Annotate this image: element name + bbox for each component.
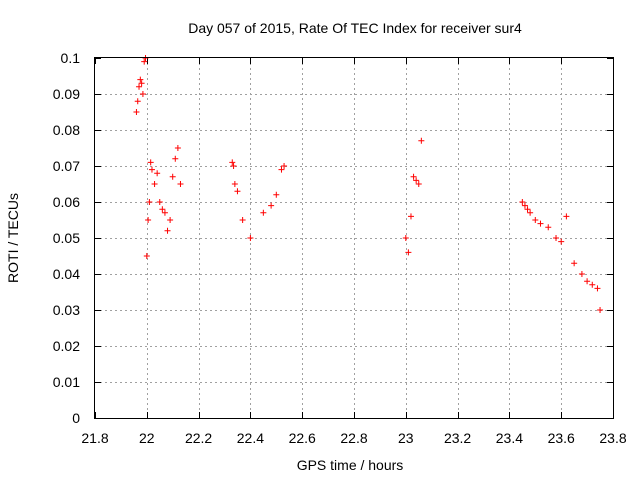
x-tick-label: 23.4: [496, 430, 523, 446]
data-point: [148, 166, 155, 173]
data-point: [154, 170, 161, 177]
data-point: [281, 163, 288, 169]
y-tick-label: 0.07: [53, 158, 80, 174]
data-point: [410, 173, 417, 180]
plot-frame: [94, 57, 614, 419]
data-point: [273, 191, 280, 198]
data-point: [164, 227, 171, 234]
data-point: [589, 281, 596, 288]
data-point: [174, 145, 181, 151]
data-point: [278, 166, 285, 173]
data-point: [143, 253, 150, 259]
data-point: [571, 260, 578, 267]
data-point: [405, 249, 412, 256]
data-point: [146, 199, 153, 205]
data-point: [230, 163, 237, 169]
y-tick-label: 0.03: [53, 302, 80, 318]
data-point: [159, 206, 166, 213]
x-tick-label: 23.8: [599, 430, 626, 446]
data-point: [145, 217, 152, 223]
data-point: [545, 224, 552, 231]
data-point: [402, 235, 409, 241]
data-point: [134, 98, 141, 105]
x-tick-label: 23.6: [548, 430, 575, 446]
grid-lines: [95, 58, 613, 418]
data-point: [167, 217, 174, 223]
y-tick-label: 0.05: [53, 230, 80, 246]
data-point: [177, 181, 184, 187]
data-point: [141, 58, 148, 65]
y-tick-label: 0.06: [53, 194, 80, 210]
data-point: [418, 137, 425, 144]
x-tick-label: 23.2: [444, 430, 471, 446]
data-point: [133, 109, 140, 115]
data-point: [229, 159, 236, 166]
chart-title: Day 057 of 2015, Rate Of TEC Index for r…: [188, 20, 522, 36]
x-tick-label: 22.4: [237, 430, 264, 446]
x-tick-label: 21.8: [81, 430, 108, 446]
data-point: [563, 213, 570, 220]
data-point: [260, 209, 267, 216]
data-point: [136, 83, 143, 90]
data-point: [247, 235, 254, 241]
data-point: [521, 202, 528, 209]
data-point: [584, 278, 591, 285]
data-point: [231, 181, 238, 187]
y-tick-label: 0.01: [53, 374, 80, 390]
data-point: [524, 206, 531, 213]
y-tick-label: 0: [72, 410, 80, 426]
data-point: [172, 155, 179, 162]
data-point: [169, 173, 176, 180]
data-point: [161, 209, 168, 216]
data-point: [527, 209, 534, 216]
data-point: [137, 76, 144, 83]
data-point: [139, 91, 146, 97]
data-point: [532, 217, 539, 223]
y-tick-labels: 0 0.01 0.02 0.03 0.04 0.05 0.06 0.07 0.08 0.09 0.1: [53, 50, 80, 426]
data-points: [133, 55, 604, 313]
y-tick-label: 0.09: [53, 86, 80, 102]
data-point: [407, 213, 414, 220]
data-point: [558, 238, 565, 245]
data-point: [151, 181, 158, 187]
y-tick-label: 0.08: [53, 122, 80, 138]
data-point: [594, 285, 601, 292]
data-point: [597, 307, 604, 313]
data-point: [268, 202, 275, 209]
data-point: [147, 159, 154, 166]
x-tick-labels: 21.8 22 22.2 22.4 22.6 22.8 23 23.2 23.4 23.6 23.8: [81, 430, 626, 446]
data-point: [537, 220, 544, 227]
data-point: [239, 217, 246, 223]
x-tick-label: 22: [139, 430, 155, 446]
data-point: [156, 199, 163, 205]
data-point: [415, 181, 422, 187]
y-tick-label: 0.1: [61, 50, 81, 66]
x-tick-label: 22.2: [185, 430, 212, 446]
x-tick-label: 22.8: [340, 430, 367, 446]
x-tick-label: 23: [398, 430, 414, 446]
y-tick-label: 0.04: [53, 266, 80, 282]
y-axis-label: ROTI / TECUs: [5, 193, 21, 283]
data-point: [553, 235, 560, 241]
data-point: [234, 188, 241, 195]
data-point: [413, 177, 420, 184]
data-point: [138, 80, 145, 87]
data-point: [519, 199, 526, 205]
x-tick-label: 22.6: [289, 430, 316, 446]
x-axis-label: GPS time / hours: [297, 457, 404, 473]
data-point: [578, 271, 585, 277]
y-tick-label: 0.02: [53, 338, 80, 354]
